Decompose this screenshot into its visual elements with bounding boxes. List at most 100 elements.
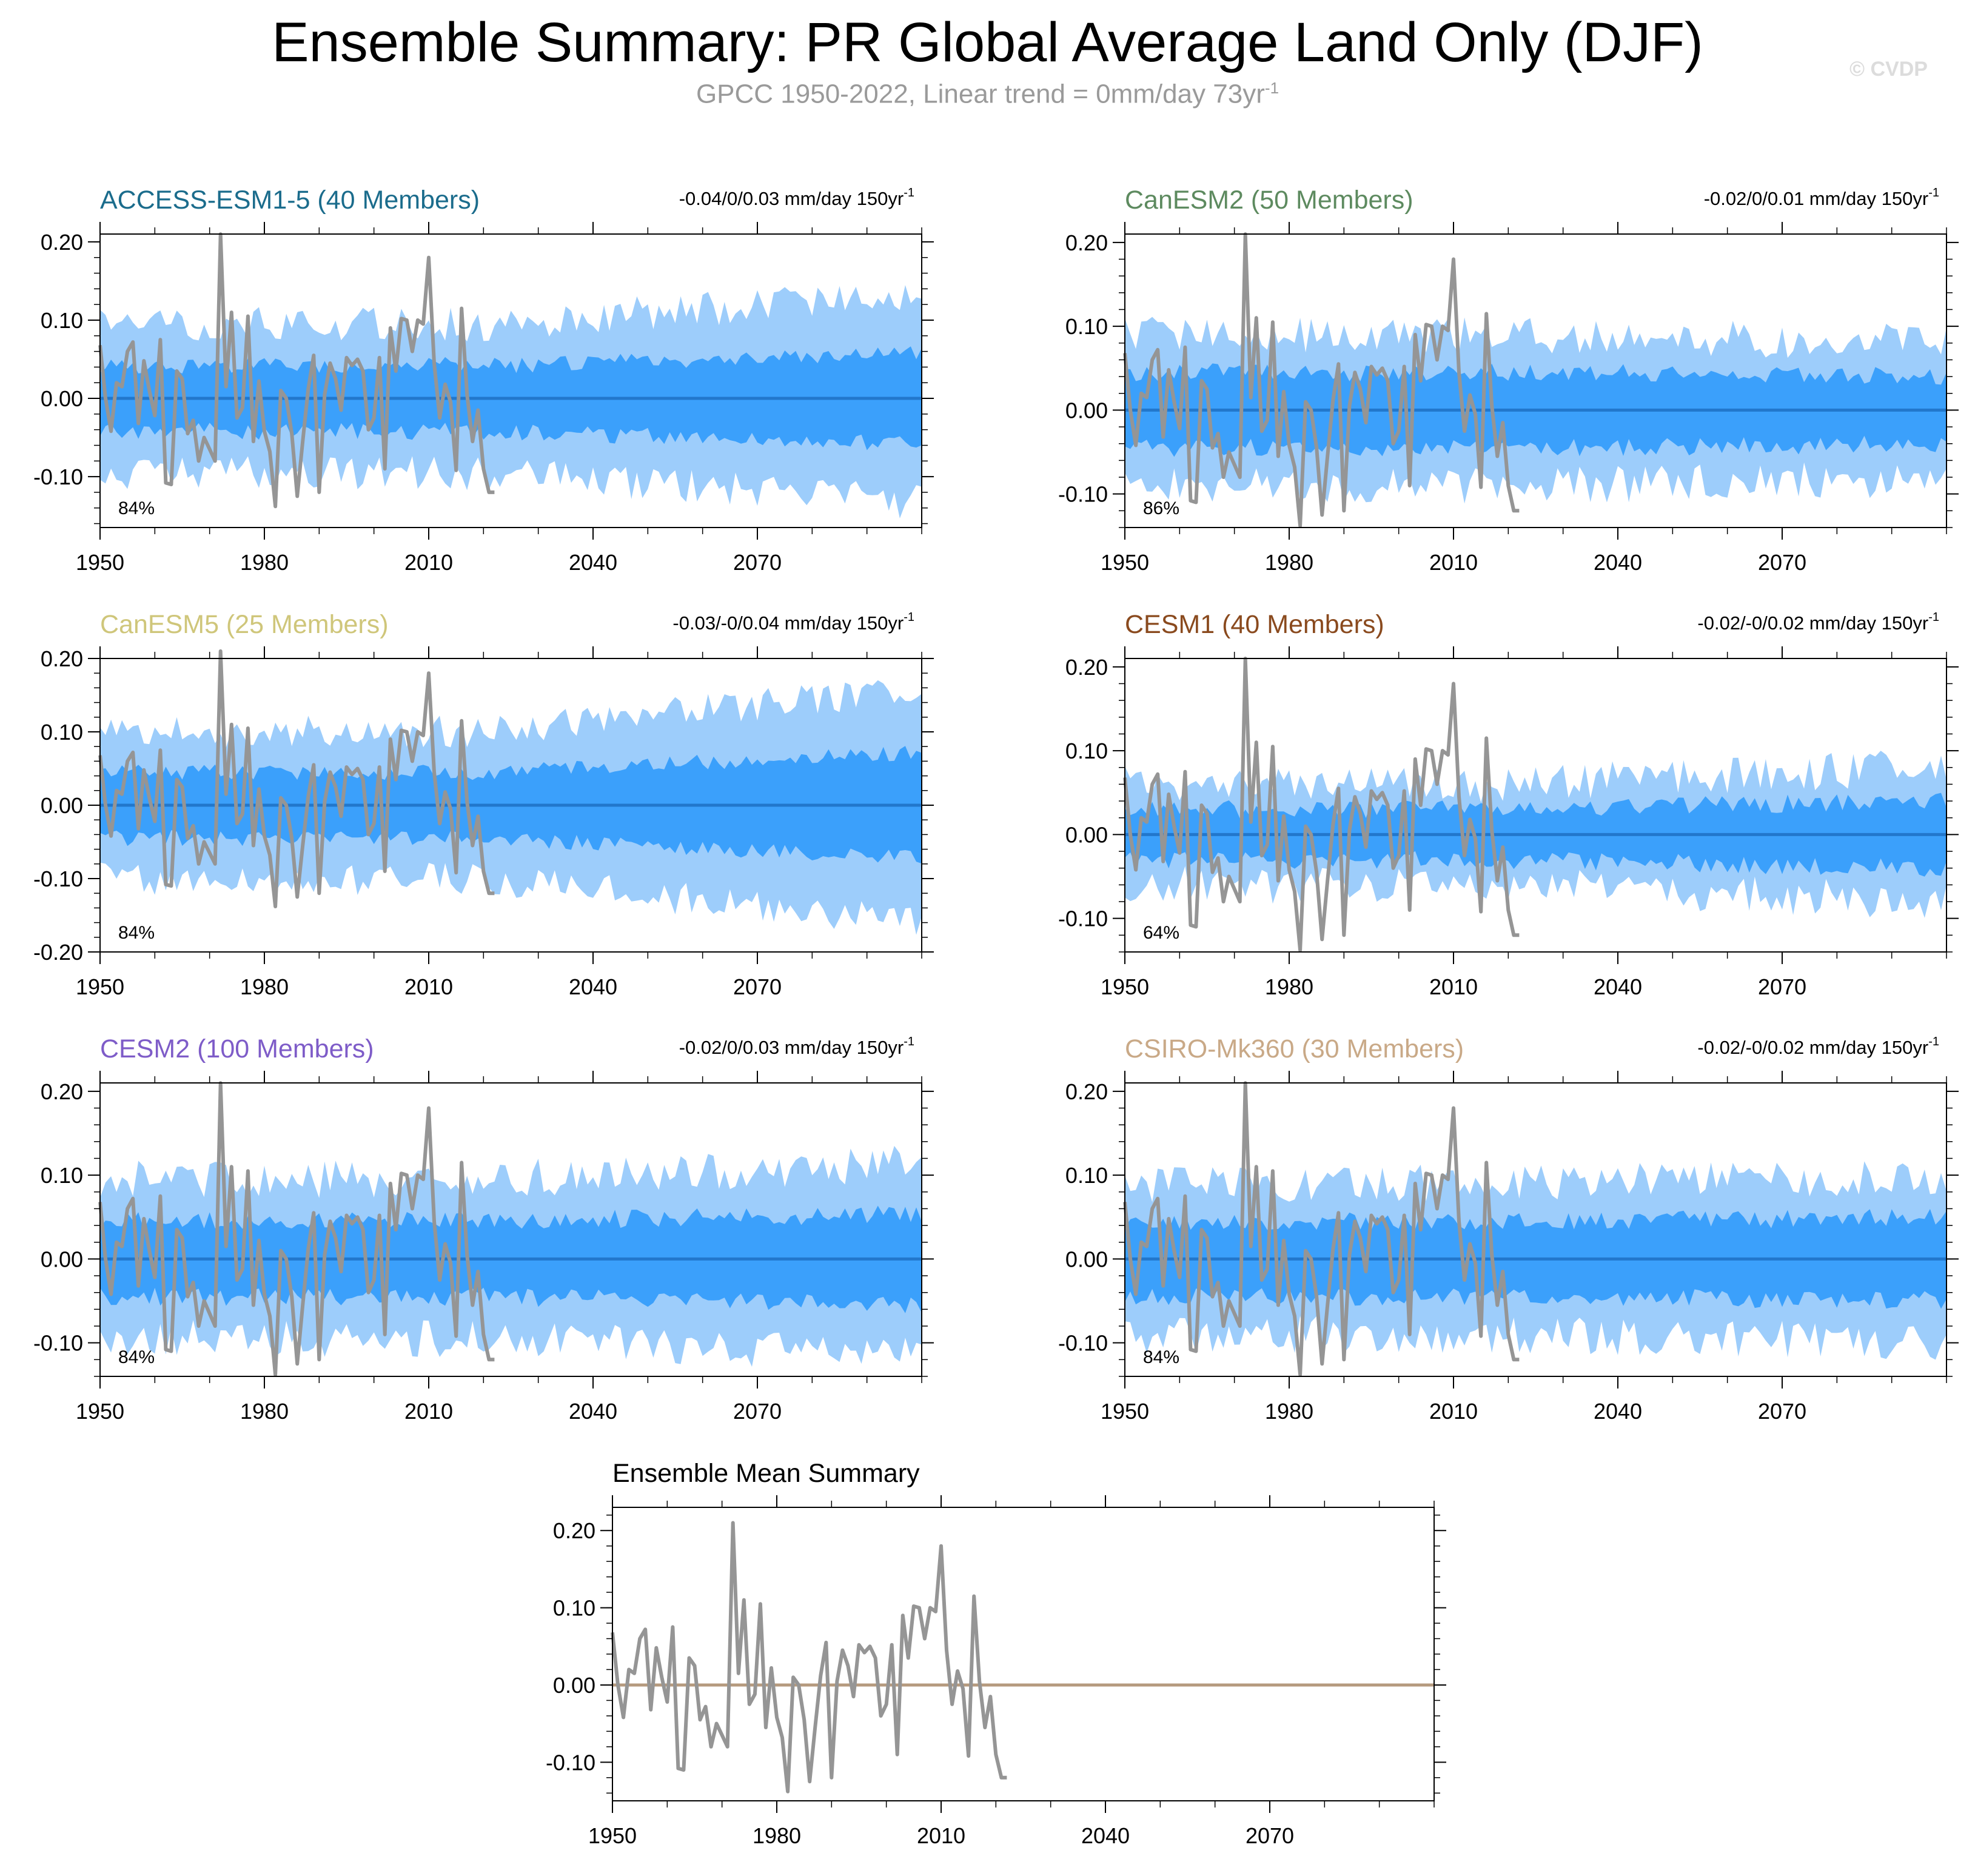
x-tick-label: 1950 <box>588 1823 637 1848</box>
y-tick-label: -0.10 <box>33 1331 83 1356</box>
panel-5: CESM2 (100 Members) -0.02/0/0.03 mm/day 1… <box>33 1034 934 1424</box>
plot-frame <box>99 1082 922 1377</box>
y-tick-label: 0.10 <box>41 720 83 745</box>
percent-label: 84% <box>118 1347 155 1367</box>
plot-frame <box>1124 1082 1947 1377</box>
y-tick-label: 0.20 <box>553 1518 595 1543</box>
y-tick-label: 0.20 <box>1065 1079 1108 1104</box>
trend-superscript: -1 <box>1928 1035 1939 1048</box>
x-tick-label: 1980 <box>240 974 289 999</box>
panel-title: CanESM2 (50 Members) <box>1125 186 1413 215</box>
x-tick-label: 2010 <box>1429 1399 1478 1424</box>
trend-text: -0.03/-0/0.04 mm/day 150yr <box>672 612 904 634</box>
y-tick-label: 0.00 <box>41 1247 83 1271</box>
panel-trend-label: -0.02/-0/0.02 mm/day 150yr-1 <box>1697 1035 1939 1058</box>
y-tick-label: 0.20 <box>1065 655 1108 680</box>
percent-label: 64% <box>1143 923 1179 943</box>
x-tick-label: 1980 <box>753 1823 801 1848</box>
panel-trend-label: -0.04/0/0.03 mm/day 150yr-1 <box>679 186 914 209</box>
panel-1: ACCESS-ESM1-5 (40 Members) -0.04/0/0.03 m… <box>33 186 934 575</box>
x-tick-label: 2040 <box>569 974 617 999</box>
x-tick-label: 2010 <box>917 1823 965 1848</box>
plot-frame <box>99 233 922 528</box>
x-tick-label: 2040 <box>1081 1823 1130 1848</box>
trend-superscript: -1 <box>904 1035 914 1048</box>
subtitle-superscript: -1 <box>1264 79 1279 97</box>
x-tick-label: 2070 <box>1758 974 1806 999</box>
y-tick-label: 0.20 <box>41 1079 83 1104</box>
x-tick-label: 2070 <box>1246 1823 1294 1848</box>
panel-6: CSIRO-Mk360 (30 Members) -0.02/-0/0.02 mm… <box>1058 1034 1959 1424</box>
x-tick-label: 2070 <box>733 550 782 575</box>
x-tick-label: 2010 <box>404 1399 453 1424</box>
y-tick-label: 0.10 <box>41 1163 83 1188</box>
y-tick-label: 0.20 <box>41 646 83 671</box>
x-tick-label: 1950 <box>76 1399 124 1424</box>
panel-title: CESM1 (40 Members) <box>1125 610 1384 639</box>
x-tick-label: 2010 <box>404 974 453 999</box>
x-tick-label: 1950 <box>76 550 124 575</box>
y-tick-label: -0.10 <box>546 1750 595 1775</box>
y-tick-label: 0.00 <box>553 1673 595 1698</box>
page-title: Ensemble Summary: PR Global Average Land… <box>272 12 1703 73</box>
percent-label: 84% <box>118 923 155 943</box>
x-tick-label: 2070 <box>733 974 782 999</box>
panel-4: CESM1 (40 Members) -0.02/-0/0.02 mm/day 1… <box>1058 610 1959 999</box>
plot-frame <box>1124 233 1947 528</box>
y-tick-label: 0.10 <box>553 1596 595 1621</box>
y-tick-label: -0.20 <box>33 940 83 965</box>
x-tick-label: 1950 <box>76 974 124 999</box>
panel-trend-label: -0.02/0/0.01 mm/day 150yr-1 <box>1704 186 1939 209</box>
y-tick-label: 0.10 <box>1065 314 1108 339</box>
observations-line <box>611 1521 1007 1794</box>
trend-text: -0.04/0/0.03 mm/day 150yr <box>679 188 904 209</box>
percent-label: 84% <box>118 498 155 518</box>
observations-line <box>98 232 495 509</box>
x-tick-label: 2040 <box>1594 1399 1642 1424</box>
trend-superscript: -1 <box>1928 611 1939 624</box>
x-tick-label: 1950 <box>1101 1399 1149 1424</box>
y-tick-label: 0.00 <box>41 793 83 818</box>
observations-line <box>1123 657 1520 953</box>
y-tick-label: 0.20 <box>1065 230 1108 255</box>
y-tick-label: 0.00 <box>1065 1247 1108 1271</box>
panel-2: CanESM2 (50 Members) -0.02/0/0.01 mm/day … <box>1058 186 1959 575</box>
panel-trend-label: -0.02/0/0.03 mm/day 150yr-1 <box>679 1035 914 1058</box>
percent-label: 86% <box>1143 498 1179 518</box>
observations-line <box>98 1081 495 1377</box>
panel-title: CESM2 (100 Members) <box>100 1034 374 1064</box>
percent-label: 84% <box>1143 1347 1179 1367</box>
panel-3: CanESM5 (25 Members) -0.03/-0/0.04 mm/day… <box>33 610 934 999</box>
x-tick-label: 2010 <box>1429 974 1478 999</box>
trend-superscript: -1 <box>904 186 914 199</box>
panel-title: CanESM5 (25 Members) <box>100 610 389 639</box>
x-tick-label: 2070 <box>1758 1399 1806 1424</box>
y-tick-label: 0.00 <box>1065 822 1108 847</box>
x-tick-label: 1980 <box>240 550 289 575</box>
x-tick-label: 1950 <box>1101 550 1149 575</box>
trend-text: -0.02/-0/0.02 mm/day 150yr <box>1697 1037 1928 1058</box>
x-tick-label: 2070 <box>1758 550 1806 575</box>
subtitle-text: GPCC 1950-2022, Linear trend = 0mm/day 7… <box>696 79 1265 109</box>
panel-7: Ensemble Mean Summary 0.20 0.10 0.00 -0.10 19… <box>546 1459 1446 1848</box>
x-tick-label: 2010 <box>404 550 453 575</box>
panel-trend-label: -0.03/-0/0.04 mm/day 150yr-1 <box>672 611 914 634</box>
plot-frame <box>1124 658 1947 953</box>
x-tick-label: 1980 <box>1265 974 1313 999</box>
y-tick-label: -0.10 <box>1058 482 1108 507</box>
x-tick-label: 1950 <box>1101 974 1149 999</box>
trend-superscript: -1 <box>1928 186 1939 199</box>
x-tick-label: 2070 <box>733 1399 782 1424</box>
x-tick-label: 2040 <box>569 550 617 575</box>
trend-text: -0.02/0/0.01 mm/day 150yr <box>1704 188 1928 209</box>
y-tick-label: -0.10 <box>1058 906 1108 931</box>
x-tick-label: 1980 <box>240 1399 289 1424</box>
y-tick-label: -0.10 <box>33 866 83 891</box>
y-tick-label: 0.10 <box>41 308 83 333</box>
panel-trend-label: -0.02/-0/0.02 mm/day 150yr-1 <box>1697 611 1939 634</box>
x-tick-label: 1980 <box>1265 550 1313 575</box>
trend-superscript: -1 <box>904 611 914 624</box>
observations-line <box>98 649 495 908</box>
x-tick-label: 2040 <box>1594 550 1642 575</box>
y-tick-label: 0.10 <box>1065 739 1108 763</box>
